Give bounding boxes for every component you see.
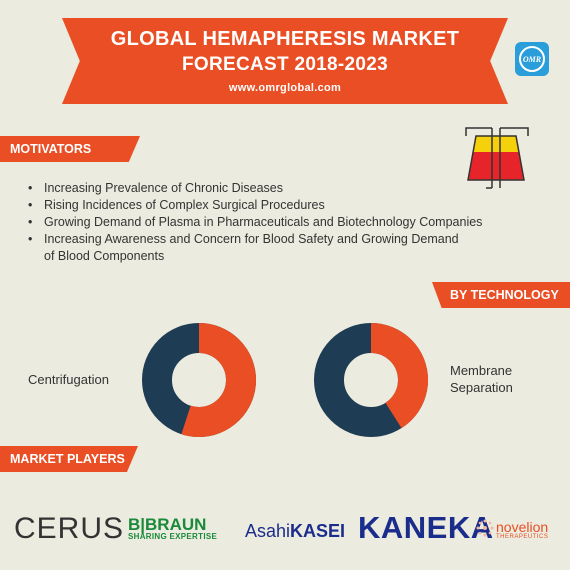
logo-novelion-main: novelion — [496, 519, 549, 535]
technology-heading: BY TECHNOLOGY — [432, 282, 570, 308]
website-link[interactable]: www.omrglobal.com — [228, 82, 342, 94]
bag-yellow-fill — [473, 136, 519, 152]
list-item-continuation: of Blood Components — [44, 249, 165, 263]
omr-logo-icon: OMR — [515, 42, 549, 76]
logo-cerus: CERUS — [14, 512, 125, 545]
novelion-mark-icon — [476, 519, 494, 537]
logo-bbraun-sub: SHARING EXPERTISE — [128, 532, 218, 541]
donut-centrifugation — [142, 323, 256, 437]
title-banner — [62, 18, 508, 104]
list-item: Increasing Prevalence of Chronic Disease… — [28, 180, 528, 197]
label-membrane-line2: Separation — [450, 380, 513, 395]
tube-top-left — [465, 127, 492, 136]
logo-bbraun: B|BRAUN SHARING EXPERTISE — [128, 516, 217, 541]
motivators-heading: MOTIVATORS — [0, 136, 140, 162]
tube-top-right — [500, 127, 529, 136]
donut-highlight-arc — [181, 323, 256, 437]
page-title: GLOBAL HEMAPHERESIS MARKET — [110, 28, 460, 50]
market-players-heading: MARKET PLAYERS — [0, 446, 138, 472]
logo-asahi-kasei: AsahiKASEI — [245, 522, 345, 540]
logo-novelion-sub: THERAPEUTICS — [496, 534, 549, 540]
donut-highlight-arc — [370, 323, 428, 429]
logo-bbraun-main: B|BRAUN — [128, 515, 207, 534]
list-item: Rising Incidences of Complex Surgical Pr… — [28, 197, 528, 214]
list-item: Increasing Awareness and Concern for Blo… — [28, 231, 528, 248]
logo-kaneka: KANEKA — [358, 510, 494, 545]
list-item: Growing Demand of Plasma in Pharmaceutic… — [28, 214, 528, 231]
logo-asahi-part: Asahi — [245, 521, 291, 541]
label-centrifugation: Centrifugation — [28, 372, 109, 387]
label-membrane-line1: Membrane — [450, 363, 513, 378]
logo-kasei-part: KASEI — [290, 521, 346, 541]
label-membrane-separation: Membrane Separation — [450, 362, 513, 396]
donut-membrane-separation — [314, 323, 428, 437]
motivators-list: Increasing Prevalence of Chronic Disease… — [28, 180, 528, 265]
blood-separation-icon — [465, 127, 529, 189]
page-subtitle: FORECAST 2018-2023 — [181, 54, 389, 75]
omr-logo-text: OMR — [519, 46, 545, 72]
logo-novelion: novelion THERAPEUTICS — [496, 520, 548, 540]
